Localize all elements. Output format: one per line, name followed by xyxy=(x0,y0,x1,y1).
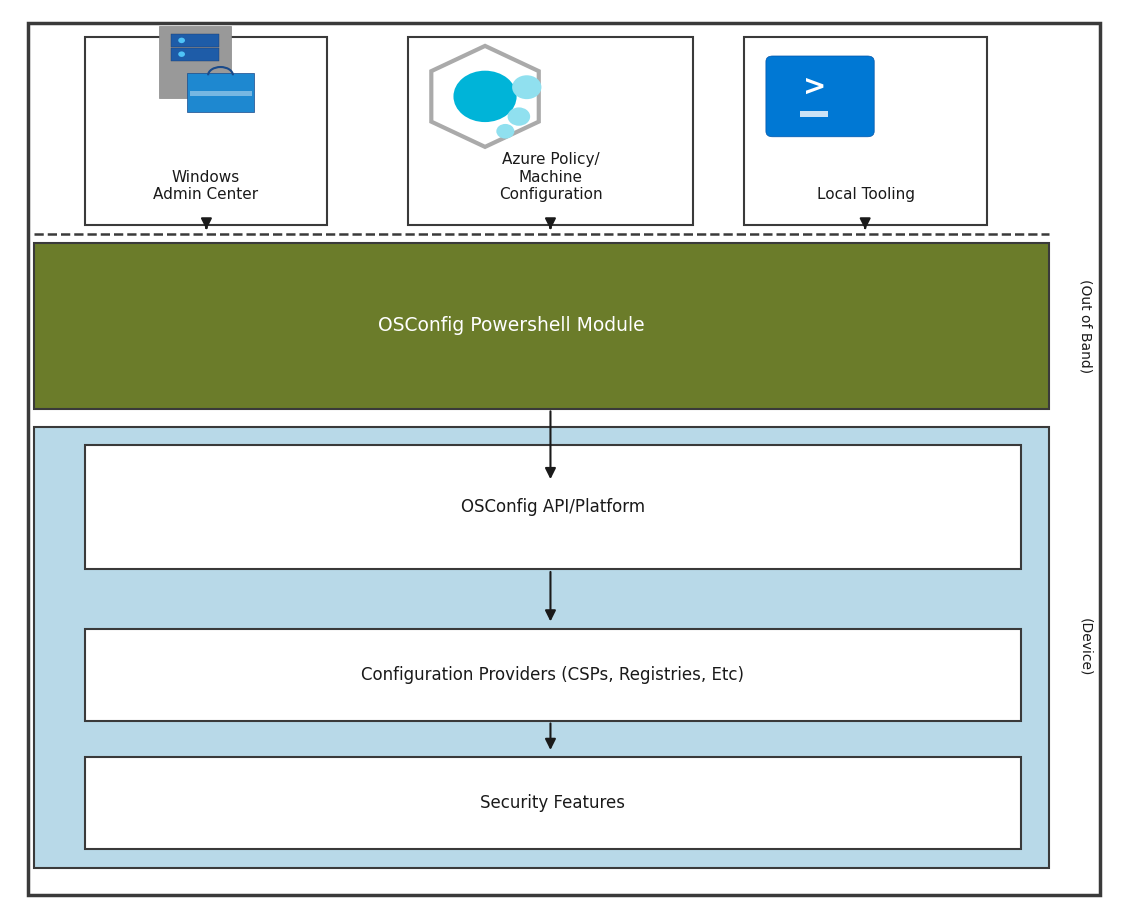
Bar xyxy=(34,243,1049,409)
Bar xyxy=(744,37,987,225)
Text: Security Features: Security Features xyxy=(481,794,625,812)
Text: Local Tooling: Local Tooling xyxy=(817,187,915,202)
Text: OSConfig Powershell Module: OSConfig Powershell Module xyxy=(378,317,644,335)
Circle shape xyxy=(496,124,514,139)
Bar xyxy=(85,757,1021,849)
Bar xyxy=(85,445,1021,569)
FancyBboxPatch shape xyxy=(171,48,219,61)
Bar xyxy=(34,427,1049,868)
Bar xyxy=(190,91,252,96)
Bar xyxy=(85,37,327,225)
FancyBboxPatch shape xyxy=(159,26,231,98)
Text: OSConfig API/Platform: OSConfig API/Platform xyxy=(460,498,645,516)
Bar xyxy=(800,111,828,117)
Circle shape xyxy=(512,75,541,99)
Bar xyxy=(408,37,693,225)
Text: (Out of Band): (Out of Band) xyxy=(1078,279,1092,373)
Text: >: > xyxy=(803,73,826,101)
Text: Configuration Providers (CSPs, Registries, Etc): Configuration Providers (CSPs, Registrie… xyxy=(361,666,744,684)
Bar xyxy=(85,629,1021,721)
Text: (Device): (Device) xyxy=(1078,618,1092,677)
Text: Windows
Admin Center: Windows Admin Center xyxy=(153,170,258,202)
Circle shape xyxy=(453,71,517,122)
FancyBboxPatch shape xyxy=(171,34,219,47)
Circle shape xyxy=(178,51,185,57)
Text: Azure Policy/
Machine
Configuration: Azure Policy/ Machine Configuration xyxy=(499,152,602,202)
Circle shape xyxy=(508,107,530,126)
FancyBboxPatch shape xyxy=(187,73,254,112)
FancyBboxPatch shape xyxy=(766,56,874,137)
Circle shape xyxy=(178,38,185,43)
